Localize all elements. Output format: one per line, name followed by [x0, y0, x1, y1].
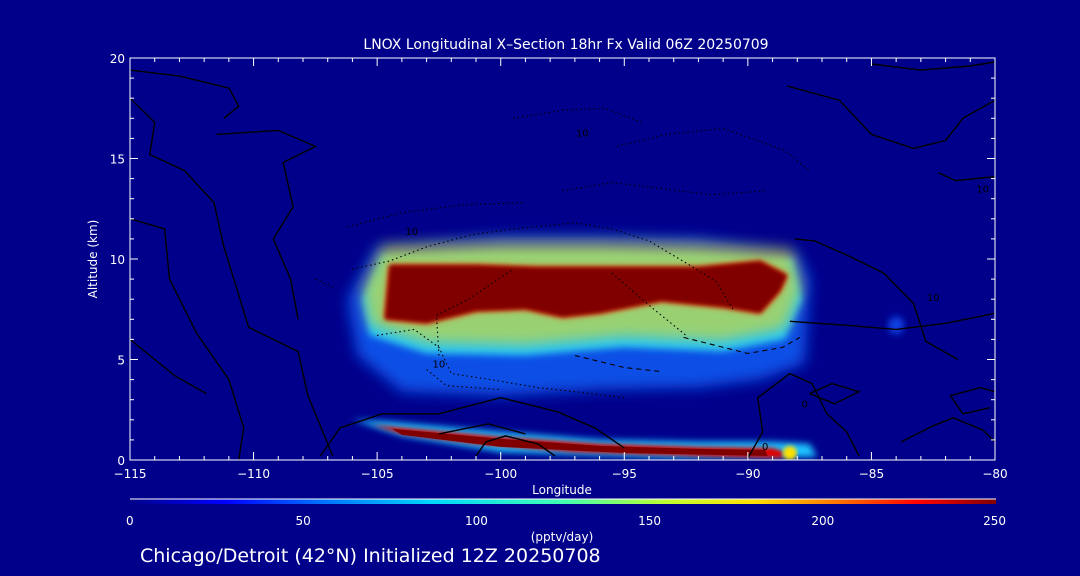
- contour-label: 10: [576, 128, 589, 139]
- x-tick-label: −115: [114, 467, 147, 481]
- x-tick-label: −85: [859, 467, 884, 481]
- contour-label: 10: [433, 360, 446, 371]
- small-blue-patch: [888, 316, 905, 335]
- contour-dotted-4: [616, 127, 810, 172]
- x-tick-label: −80: [982, 467, 1007, 481]
- contour-solid-5: [319, 396, 625, 457]
- contour-solid-16: [475, 435, 556, 457]
- surface-hotspot-yellow: [782, 445, 797, 460]
- colorbar-tick-label: 200: [811, 514, 834, 528]
- contour-lines: 10 10 10 10 0 0 10: [130, 61, 995, 460]
- x-axis: −115 −110 −105 −100 −95 −90 −85 −80: [114, 58, 1008, 481]
- x-tick-label: −90: [735, 467, 760, 481]
- contour-solid-2: [216, 129, 318, 320]
- contour-solid-9: [900, 417, 995, 443]
- upper-layer-core: [384, 261, 788, 324]
- chart-title: LNOX Longitudinal X–Section 18hr Fx Vali…: [363, 37, 768, 53]
- contour-label: 10: [976, 185, 989, 196]
- colorbar-units-label: (pptv/day): [531, 530, 594, 544]
- colorbar-tick-label: 150: [638, 514, 661, 528]
- contour-solid-4: [130, 69, 240, 119]
- contour-solid-10: [949, 386, 995, 415]
- contour-dotted-8: [513, 107, 642, 123]
- contour-solid-7: [747, 372, 860, 459]
- y-tick-label: 15: [110, 153, 125, 167]
- heatmap-field: [347, 236, 905, 460]
- contour-dashed-0: [683, 336, 801, 355]
- surface-layer-core: [392, 428, 768, 456]
- contour-solid-8: [809, 382, 862, 405]
- colorbar-tick-label: 50: [296, 514, 311, 528]
- contour-dotted-6: [347, 202, 526, 228]
- colorbar-tick-label: 250: [983, 514, 1006, 528]
- y-tick-label: 20: [110, 52, 125, 66]
- contour-dotted-1: [377, 328, 625, 399]
- y-tick-label: 5: [117, 354, 125, 368]
- contour-dotted-0: [352, 222, 734, 310]
- colorbar-tick-label: 0: [126, 514, 134, 528]
- colorbar-ticks: 0 50 100 150 200 250: [126, 514, 1006, 528]
- contour-solid-1: [130, 218, 245, 460]
- contour-dotted-9: [315, 278, 333, 288]
- colorbar-tick-label: 100: [465, 514, 488, 528]
- contour-dashed-1: [574, 354, 662, 373]
- contour-solid-12: [787, 85, 995, 150]
- contour-dotted-7: [611, 272, 687, 336]
- contour-label: 10: [927, 293, 940, 304]
- contour-dotted-5: [562, 182, 768, 196]
- x-tick-label: −100: [484, 467, 517, 481]
- y-tick-label: 0: [117, 454, 125, 468]
- contour-solid-15: [871, 61, 995, 71]
- x-axis-label: Longitude: [532, 483, 592, 497]
- y-axis-label: Altitude (km): [86, 220, 100, 299]
- contour-solid-11: [789, 312, 995, 331]
- contour-label: 0: [762, 442, 768, 453]
- footer-caption: Chicago/Detroit (42°N) Initialized 12Z 2…: [140, 545, 601, 567]
- contour-solid-6: [438, 423, 526, 435]
- contour-label: 10: [405, 227, 418, 238]
- contour-solid-0: [130, 97, 334, 457]
- contour-solid-3: [130, 338, 207, 395]
- contour-solid-14: [937, 171, 995, 182]
- contour-solid-13: [794, 238, 959, 361]
- x-tick-label: −95: [612, 467, 637, 481]
- y-tick-label: 10: [110, 253, 125, 267]
- x-tick-label: −110: [237, 467, 270, 481]
- x-tick-label: −105: [361, 467, 394, 481]
- y-axis: 0 5 10 15 20: [110, 52, 995, 468]
- contour-label: 0: [802, 400, 808, 411]
- colorbar: [130, 499, 996, 504]
